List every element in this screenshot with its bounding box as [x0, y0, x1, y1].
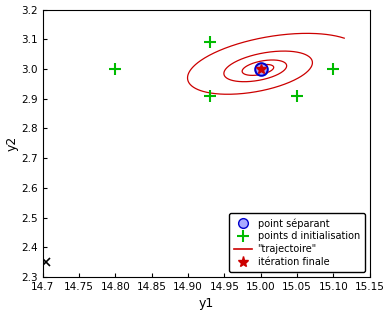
Y-axis label: y2: y2 [5, 136, 19, 151]
Legend: point séparant, points d initialisation, "trajectoire", itération finale: point séparant, points d initialisation,… [229, 213, 365, 272]
X-axis label: y1: y1 [199, 297, 214, 310]
